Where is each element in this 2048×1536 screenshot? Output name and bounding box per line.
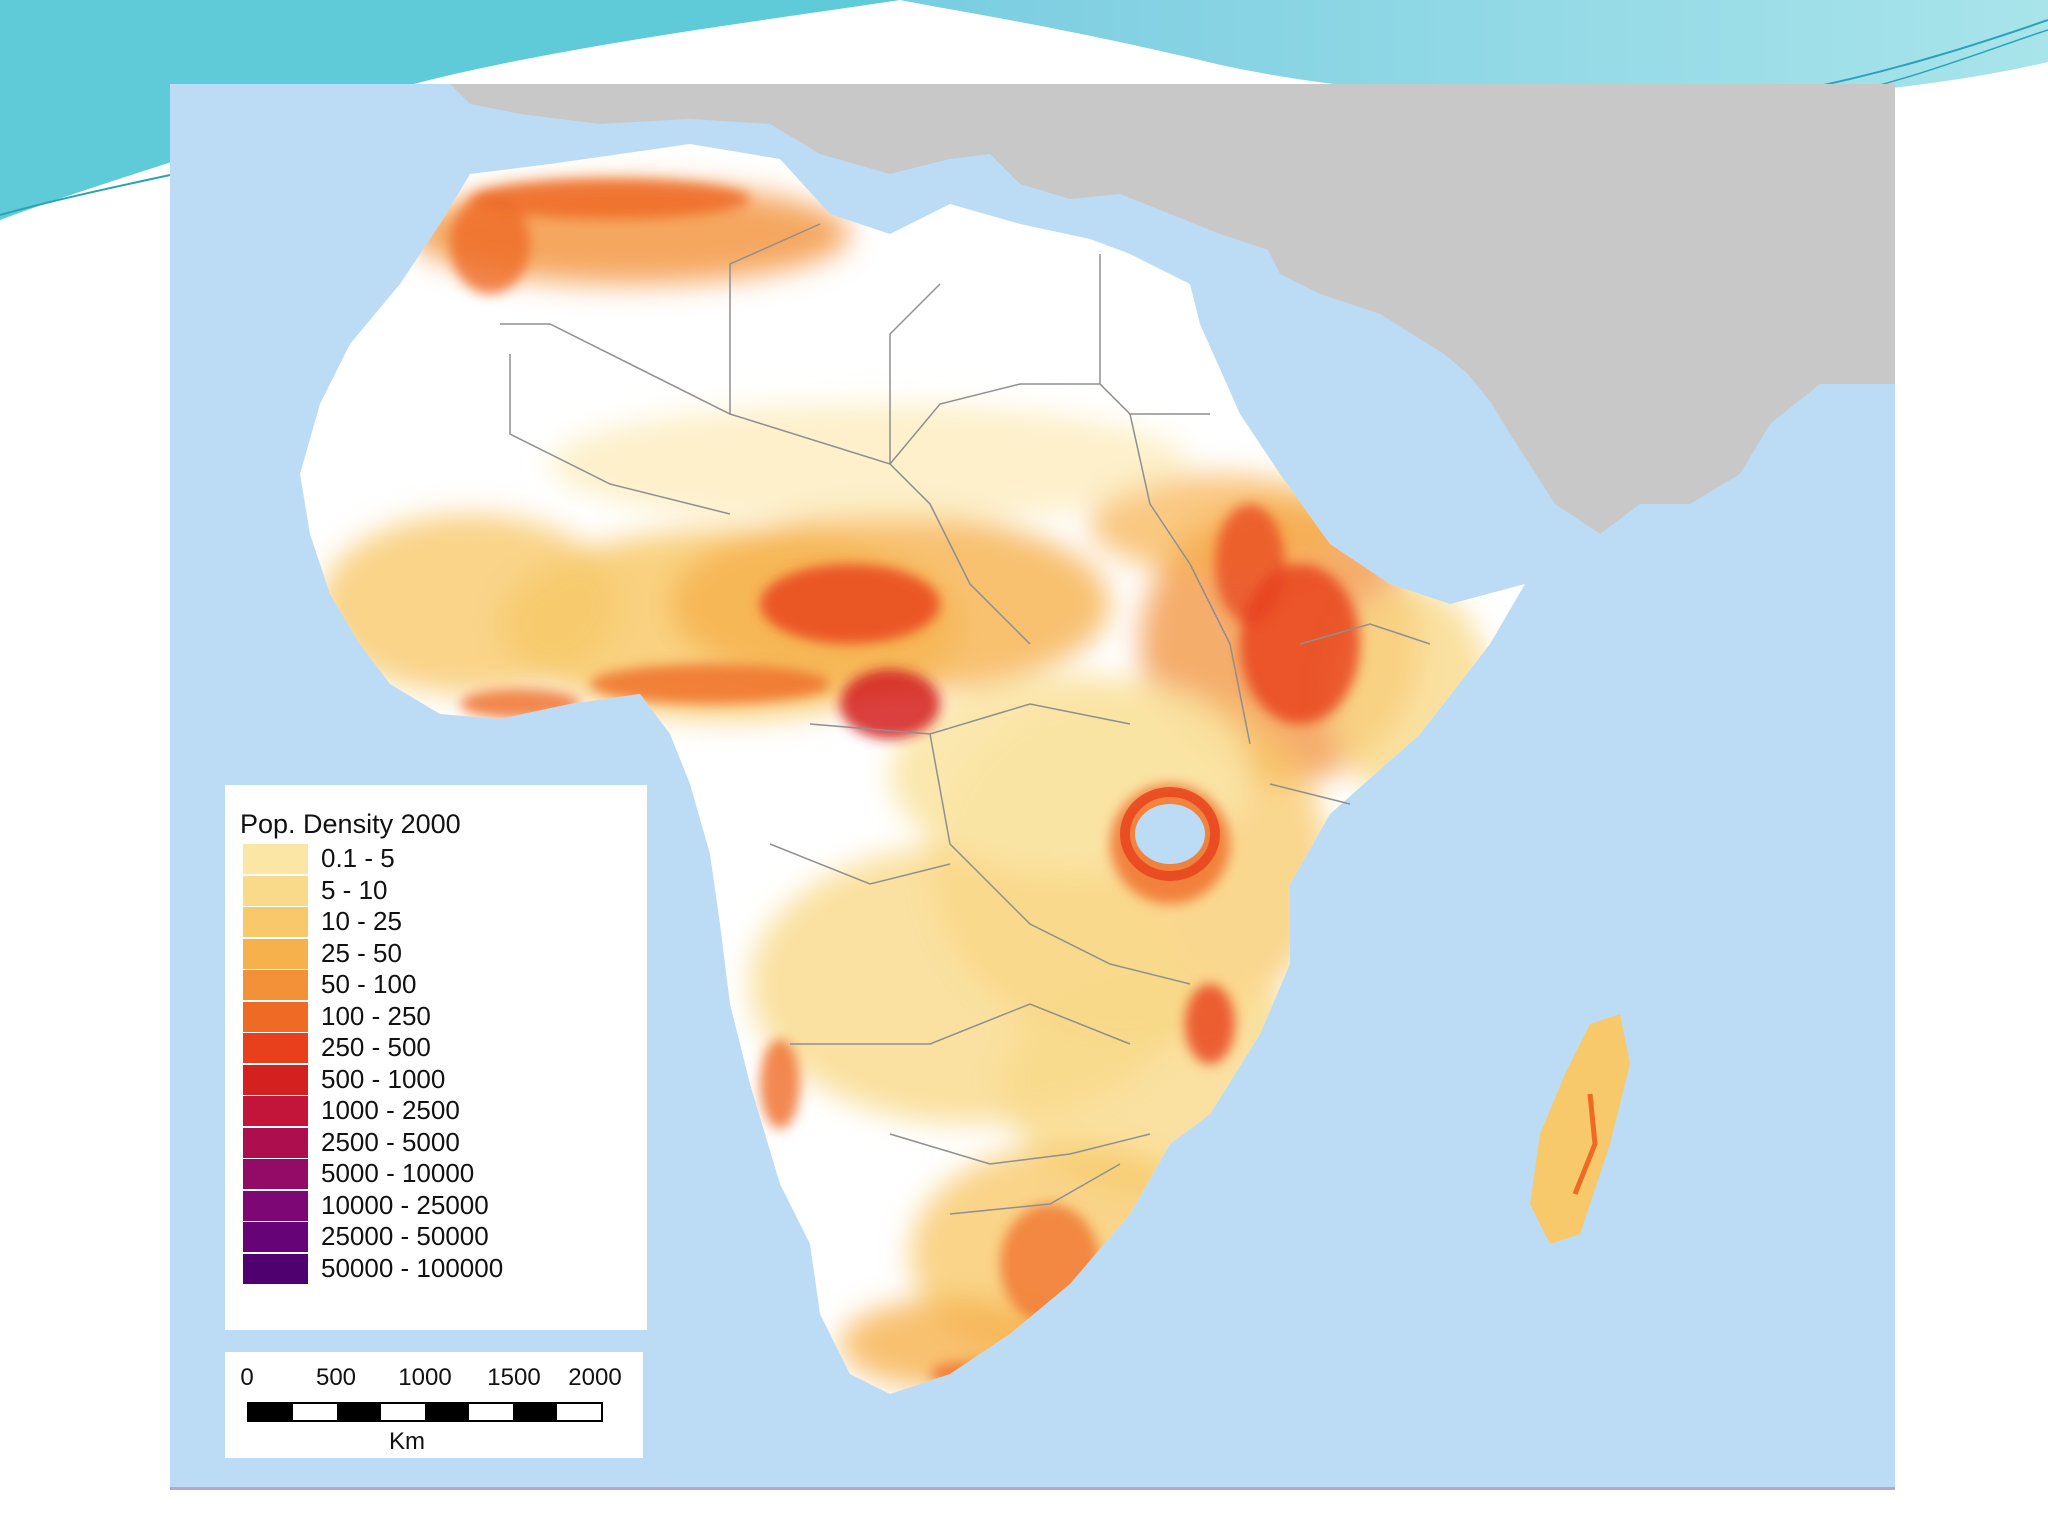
legend-swatch	[243, 1253, 308, 1284]
legend-label: 25000 - 50000	[321, 1221, 489, 1251]
legend-label: 100 - 250	[321, 1000, 431, 1031]
arabian-peninsula	[1260, 234, 1770, 524]
legend-item: 2500 - 5000	[243, 1127, 633, 1159]
country-borders	[500, 223, 1431, 1215]
legend-item: 0.1 - 5	[243, 843, 633, 875]
legend-swatch	[243, 1033, 308, 1063]
legend-label: 500 - 1000	[321, 1063, 446, 1094]
legend-label: 10 - 25	[321, 906, 402, 936]
legend-label: 50 - 100	[321, 969, 417, 999]
legend-item: 10000 - 25000	[243, 1190, 633, 1222]
scale-tick: 500	[315, 1364, 357, 1391]
africa-population-map	[300, 84, 1895, 1394]
legend-swatch	[243, 1159, 308, 1189]
legend-label: 50000 - 100000	[321, 1252, 504, 1283]
legend-swatch	[243, 1096, 308, 1126]
scale-tick: 1000	[398, 1364, 452, 1391]
legend-swatch	[243, 875, 308, 906]
lake-victoria	[1135, 804, 1205, 864]
legend-swatch	[243, 907, 308, 937]
legend-item: 100 - 250	[243, 1001, 633, 1033]
legend-item: 50 - 100	[243, 969, 633, 1001]
scale-unit: Km	[389, 1428, 425, 1455]
legend-item: 5000 - 10000	[243, 1158, 633, 1190]
legend-item: 500 - 1000	[243, 1064, 633, 1096]
legend-swatch	[243, 938, 308, 969]
frame-bottom-line	[170, 1487, 1895, 1490]
nile-river	[1207, 257, 1248, 355]
legend-label: 250 - 500	[321, 1032, 431, 1062]
legend-label: 5 - 10	[321, 874, 388, 905]
legend-label: 25 - 50	[321, 937, 402, 968]
legend-label: 0.1 - 5	[321, 843, 395, 873]
legend-swatch	[243, 970, 308, 1000]
scale-tick: 0	[240, 1364, 254, 1391]
legend-swatch	[243, 1127, 308, 1158]
legend-item: 10 - 25	[243, 906, 633, 938]
legend-swatch	[243, 1001, 308, 1032]
legend-swatch	[243, 1222, 308, 1252]
scale-bar-graphic	[247, 1402, 603, 1422]
scale-tick: 2000	[568, 1364, 622, 1391]
legend-label: 5000 - 10000	[321, 1158, 475, 1188]
legend-label: 1000 - 2500	[321, 1095, 460, 1125]
legend-label: 10000 - 25000	[321, 1189, 489, 1220]
legend-item: 250 - 500	[243, 1032, 633, 1064]
legend-item: 1000 - 2500	[243, 1095, 633, 1127]
legend-swatch	[243, 844, 308, 874]
legend-item: 5 - 10	[243, 875, 633, 907]
legend-item: 25000 - 50000	[243, 1221, 633, 1253]
legend-swatch	[243, 1064, 308, 1095]
legend-label: 2500 - 5000	[321, 1126, 460, 1157]
density-layer	[320, 179, 1490, 1389]
legend-swatch	[243, 1190, 308, 1221]
madagascar	[1530, 1014, 1630, 1244]
scale-tick: 1500	[487, 1364, 541, 1391]
legend-item: 25 - 50	[243, 938, 633, 970]
legend-item: 50000 - 100000	[243, 1253, 633, 1285]
legend-title: Pop. Density 2000	[240, 809, 461, 839]
scale-bar: 0 500 1000 1500 2000 Km	[225, 1352, 643, 1458]
